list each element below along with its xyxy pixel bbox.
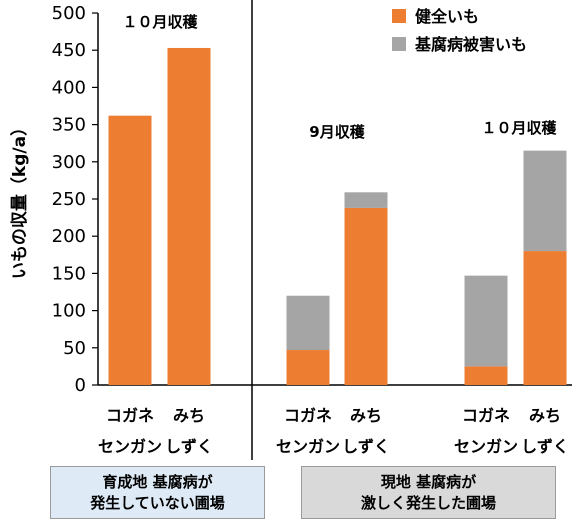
legend-swatch (392, 9, 406, 23)
category-label-line1: コガネ (462, 406, 510, 425)
y-tick-label: 450 (52, 40, 86, 61)
y-tick-label: 0 (75, 375, 86, 396)
axes: 0 50 100 150 200 250 300 350 400 450 500 いもの収量（kg/a… (9, 0, 572, 460)
y-tick-label: 350 (52, 115, 86, 136)
category-label-line2: センガン (98, 437, 162, 456)
region-label-line1: 育成地 基腐病が (102, 472, 213, 491)
y-tick-label: 150 (52, 263, 86, 284)
legend-swatch (392, 37, 406, 51)
group-label: １０月収穫 (122, 13, 198, 31)
y-axis-label: いもの収量（kg/a） (9, 119, 30, 279)
bar-healthy-1 (167, 47, 211, 386)
category-label-line2: センガン (454, 437, 518, 456)
legend-label: 基腐病被害いも (414, 35, 527, 54)
category-label-line1: みち (529, 406, 561, 425)
region-label-field-site: 現地 基腐病が 激しく発生した圃場 (301, 466, 556, 519)
category-label-line2: しずく (165, 437, 213, 456)
y-tick-label: 50 (63, 338, 86, 359)
bar-healthy-2 (286, 350, 330, 385)
category-label-line1: コガネ (106, 406, 154, 425)
region-label-line1: 現地 基腐病が (380, 472, 477, 491)
group-label: １０月収穫 (481, 119, 557, 137)
region-label-breeding-site: 育成地 基腐病が 発生していない圃場 (50, 466, 265, 519)
category-label-line1: みち (350, 406, 382, 425)
y-tick-label: 200 (52, 226, 86, 247)
yield-chart: 0 50 100 150 200 250 300 350 400 450 500 いもの収量（kg/a… (9, 0, 572, 460)
category-label-line1: コガネ (284, 406, 332, 425)
category-label-line2: しずく (521, 437, 569, 456)
bars (108, 47, 567, 386)
y-tick-label: 400 (52, 77, 86, 98)
y-tick-label: 250 (52, 189, 86, 210)
category-label-line2: センガン (276, 437, 340, 456)
category-label-line2: しずく (342, 437, 390, 456)
region-label-line2: 発生していない圃場 (90, 493, 225, 512)
bar-diseased-4 (464, 275, 508, 367)
category-label-line1: みち (173, 406, 205, 425)
y-tick-label: 100 (52, 301, 86, 322)
bar-diseased-3 (344, 192, 388, 208)
y-tick-label: 500 (52, 3, 86, 24)
bar-diseased-5 (523, 150, 567, 252)
labels: コガネセンガンみちしずくコガネセンガンみちしずくコガネセンガンみちしずく１０月収… (98, 13, 569, 456)
group-label: 9月収穫 (309, 123, 365, 141)
legend-label: 健全いも (415, 7, 479, 26)
region-label-line2: 激しく発生した圃場 (360, 493, 496, 512)
bar-healthy-3 (344, 207, 388, 385)
bar-healthy-4 (464, 366, 508, 385)
bar-diseased-2 (286, 295, 330, 351)
bar-healthy-5 (523, 251, 567, 385)
bar-healthy-0 (108, 115, 152, 385)
y-tick-label: 300 (52, 152, 86, 173)
